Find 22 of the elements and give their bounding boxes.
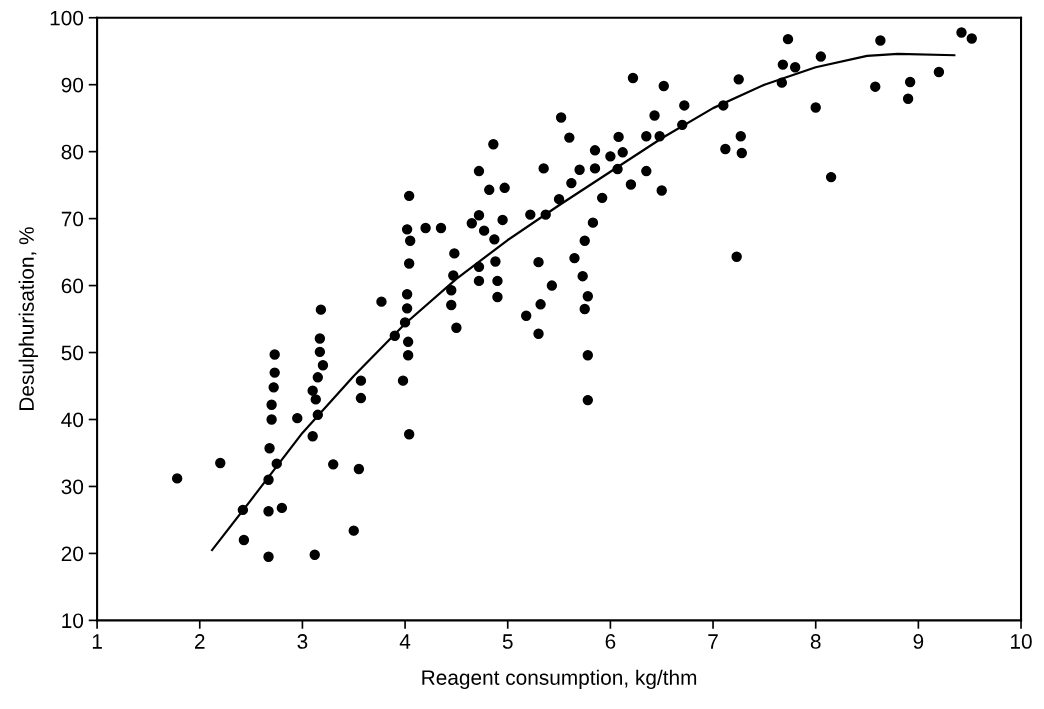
x-tick-label: 6 [605,634,616,649]
y-tick-label: 40 [61,412,84,428]
x-tick-label: 9 [913,634,924,649]
x-tick-label: 7 [708,634,718,649]
y-tick-label: 80 [61,144,84,160]
y-tick-label: 10 [62,613,84,629]
x-tick-label: 1 [92,634,102,649]
y-axis-title: Desulphurisation, % [18,227,39,410]
y-tick-label: 60 [61,278,84,294]
x-tick-label: 5 [502,634,513,649]
y-tick-label: 30 [61,479,84,495]
y-tick-label: 20 [61,546,84,562]
y-tick-label: 100 [50,10,84,26]
y-tick-label: 90 [61,77,84,93]
y-tick-label: 50 [61,345,84,361]
x-tick-label: 2 [195,634,205,649]
x-tick-label: 4 [399,634,411,649]
x-tick-label: 10 [1011,634,1032,649]
x-tick-label: 8 [810,634,821,649]
x-tick-label: 3 [297,634,308,649]
x-axis-title: Reagent consumption, kg/thm [422,669,697,690]
y-tick-label: 70 [61,211,84,227]
